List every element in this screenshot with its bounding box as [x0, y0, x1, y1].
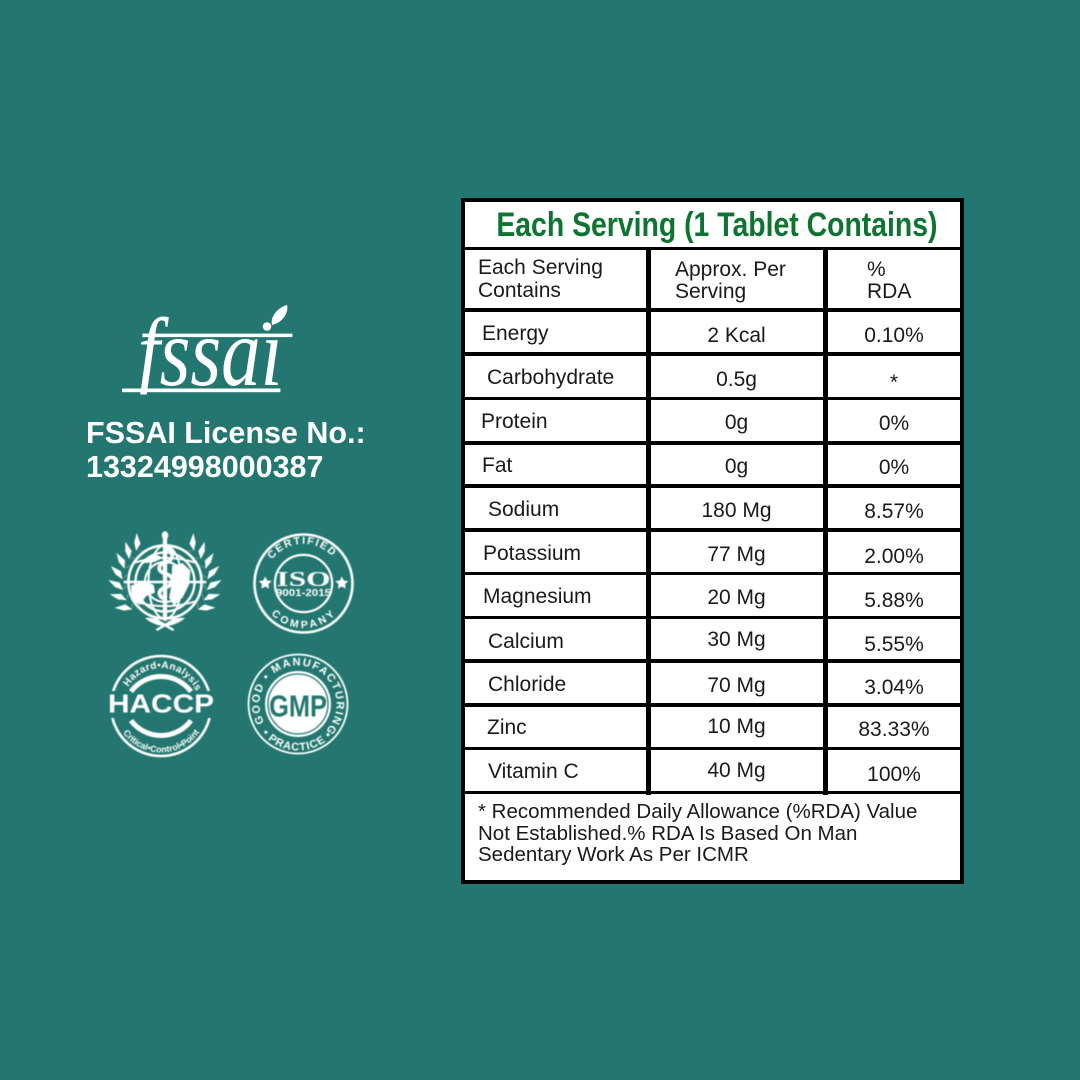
svg-text:GMP: GMP	[269, 689, 327, 724]
svg-text:CERTIFIED: CERTIFIED	[265, 534, 339, 561]
svg-text:9001-2015: 9001-2015	[276, 587, 331, 598]
svg-text:fssaı: fssaı	[138, 299, 283, 405]
svg-text:Critical•Control•Point: Critical•Control•Point	[121, 727, 201, 754]
svg-text:ISO: ISO	[277, 566, 331, 590]
svg-text:HACCP: HACCP	[108, 690, 214, 718]
